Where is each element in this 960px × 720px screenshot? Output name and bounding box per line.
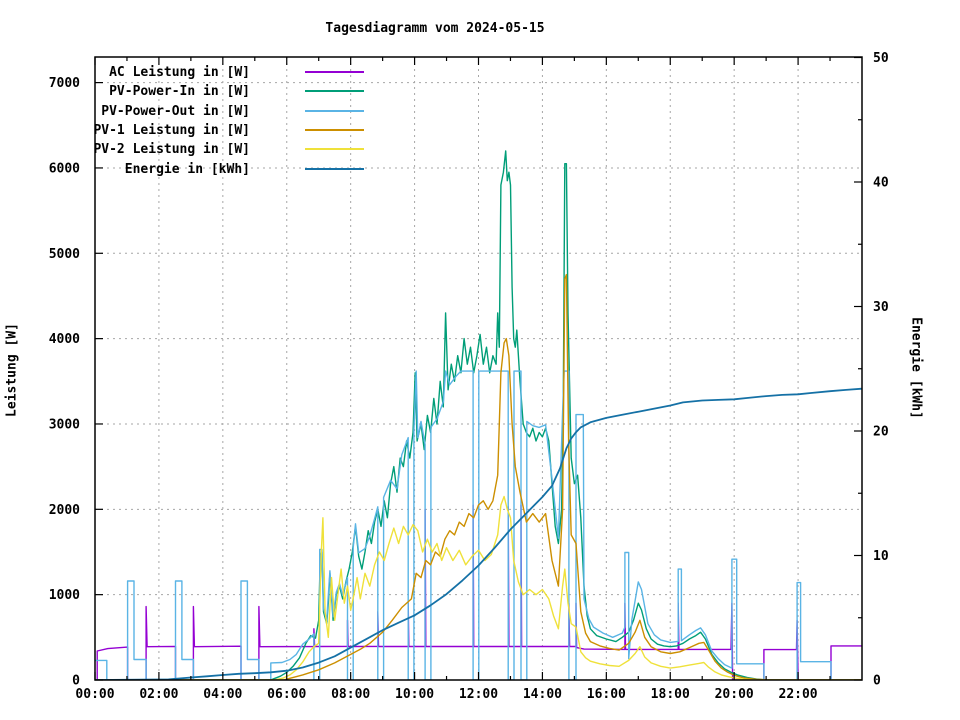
legend-label-pv2_leistung: PV-2 Leistung in [W] (93, 142, 250, 158)
series-pv2_leistung (95, 495, 862, 680)
ticks (94, 56, 862, 681)
x-tick-label: 22:00 (779, 687, 818, 702)
legend-row-pv_power_out: PV-Power-Out in [W] (0, 105, 960, 124)
legend-label-pv_power_out: PV-Power-Out in [W] (101, 103, 250, 119)
x-tick-label: 00:00 (75, 687, 114, 702)
legend-label-pv1_leistung: PV-1 Leistung in [W] (93, 122, 250, 138)
series-pv_power_out (95, 370, 862, 680)
grid (95, 57, 862, 680)
y-left-tick-label: 0 (72, 674, 80, 689)
legend-label-ac_leistung: AC Leistung in [W] (109, 65, 250, 80)
x-tick-label: 20:00 (715, 687, 754, 702)
legend-line-sample-pv_power_out (305, 109, 364, 112)
legend-row-energie: Energie in [kWh] (0, 163, 960, 182)
x-tick-label: 08:00 (331, 687, 370, 702)
x-tick-label: 02:00 (139, 687, 178, 702)
x-tick-labels: 00:00 02:00 04:00 06:00 08:00 10:00 12:00 14:00… (75, 687, 817, 702)
legend-label-energie: Energie in [kWh] (124, 161, 250, 177)
y-right-tick-labels: 0 10 20 30 40 50 (873, 51, 889, 689)
legend-line-sample-ac_leistung (305, 71, 364, 73)
x-tick-label: 06:00 (267, 687, 306, 702)
legend-row-pv_power_in: PV-Power-In in [W] (0, 85, 960, 104)
series-group (95, 150, 862, 680)
y-left-tick-label: 7000 (49, 76, 80, 91)
y-right-tick-label: 0 (873, 674, 881, 689)
y-left-tick-label: 2000 (49, 503, 80, 518)
x-tick-label: 10:00 (395, 687, 434, 702)
legend-line-sample-pv_power_in (305, 90, 364, 93)
y-left-tick-label: 5000 (49, 247, 80, 262)
legend-label-pv_power_in: PV-Power-In in [W] (109, 84, 250, 100)
legend-row-ac_leistung: AC Leistung in [W] (0, 66, 960, 85)
series-pv1_leistung (95, 273, 862, 680)
y-right-tick-label: 50 (873, 51, 889, 66)
x-tick-label: 18:00 (651, 687, 690, 702)
y-left-tick-label: 4000 (49, 332, 80, 347)
x-tick-label: 12:00 (459, 687, 498, 702)
y-right-axis-title: Energie [kWh] (908, 317, 924, 419)
chart-title: Tagesdiagramm vom 2024-05-15 (325, 21, 545, 36)
y-left-tick-label: 1000 (49, 588, 80, 603)
x-tick-label: 04:00 (203, 687, 242, 702)
y-right-tick-label: 10 (873, 549, 889, 564)
y-left-tick-labels: 0 1000 2000 3000 4000 5000 6000 7000 (49, 76, 80, 688)
y-left-axis-title: Leistung [W] (4, 323, 20, 417)
y-right-tick-label: 30 (873, 300, 889, 315)
legend-line-sample-pv2_leistung (305, 148, 364, 151)
x-tick-label: 16:00 (587, 687, 626, 702)
legend-row-pv1_leistung: PV-1 Leistung in [W] (0, 124, 960, 143)
y-left-tick-label: 3000 (49, 417, 80, 432)
y-right-tick-label: 40 (873, 176, 889, 191)
y-left-tick-label: 6000 (49, 161, 80, 176)
legend-row-pv2_leistung: PV-2 Leistung in [W] (0, 143, 960, 162)
series-energie (95, 387, 862, 680)
y-right-tick-label: 20 (873, 425, 889, 440)
legend-line-sample-energie (305, 167, 364, 170)
x-tick-label: 14:00 (523, 687, 562, 702)
legend-line-sample-pv1_leistung (305, 128, 364, 131)
